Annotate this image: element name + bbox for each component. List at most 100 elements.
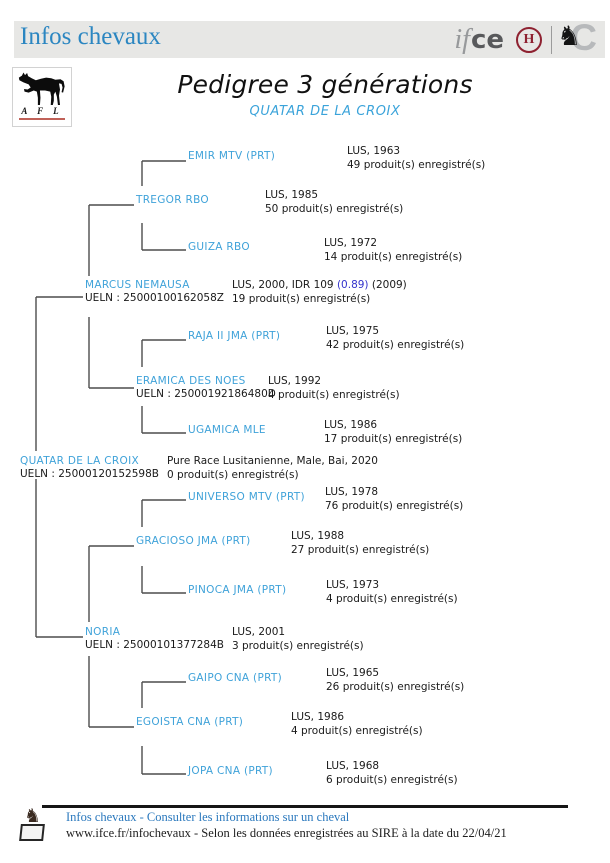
page-title: Pedigree 3 générations: [177, 70, 473, 99]
horse-info-line1: LUS, 1988: [291, 530, 345, 542]
horse-info-line2: 0 produit(s) enregistré(s): [167, 468, 299, 481]
page-subtitle: QUATAR DE LA CROIX: [249, 104, 401, 119]
horse-info-line1: LUS, 1978: [325, 486, 379, 498]
rearing-horse-icon: ♞: [557, 20, 582, 52]
horse-info-line2: 4 produit(s) enregistré(s): [326, 592, 458, 605]
horse-name-link[interactable]: UNIVERSO MTV (PRT): [188, 491, 305, 503]
horse-name-link[interactable]: EMIR MTV (PRT): [188, 150, 276, 162]
horse-name-link[interactable]: GUIZA RBO: [188, 241, 250, 253]
horse-info-raja: LUS, 1975 42 produit(s) enregistré(s): [326, 325, 464, 352]
horse-name-link[interactable]: TREGOR RBO: [136, 194, 209, 206]
horse-info-line1: LUS, 1986: [324, 419, 378, 431]
horse-info-line2: 4 produit(s) enregistré(s): [268, 388, 400, 401]
horse-info-pinoca: LUS, 1973 4 produit(s) enregistré(s): [326, 579, 458, 606]
infos-chevaux-horse-icon: ♞: [17, 807, 49, 845]
horse-info-jopa: LUS, 1968 6 produit(s) enregistré(s): [326, 760, 458, 787]
afl-logo: A F L: [12, 67, 72, 127]
horse-name-link[interactable]: GRACIOSO JMA (PRT): [136, 535, 251, 547]
pedigree-node-eramica: ERAMICA DES NOES UELN : 25000192186480D: [136, 375, 276, 401]
horse-info-noria: LUS, 2001 3 produit(s) enregistré(s): [232, 626, 364, 653]
pedigree-node-jopa: JOPA CNA (PRT): [188, 765, 273, 778]
horse-info-line2: 50 produit(s) enregistré(s): [265, 202, 404, 215]
horse-ueln: UELN : 25000101377284B: [85, 639, 224, 651]
horse-info-emir: LUS, 1963 49 produit(s) enregistré(s): [347, 145, 485, 172]
pedigree-node-tregor: TREGOR RBO: [136, 194, 209, 207]
horse-name-link[interactable]: RAJA II JMA (PRT): [188, 330, 281, 342]
horse-info-line2: 4 produit(s) enregistré(s): [291, 724, 423, 737]
horse-name-link[interactable]: ERAMICA DES NOES: [136, 375, 246, 387]
ifce-logo-if: if: [454, 23, 470, 55]
horse-info-line1: LUS, 2000, IDR 109 (0.89) (2009): [232, 279, 407, 291]
horse-info-line1: LUS, 1975: [326, 325, 380, 337]
horse-info-line2: 6 produit(s) enregistré(s): [326, 773, 458, 786]
horse-name-link[interactable]: QUATAR DE LA CROIX: [20, 455, 139, 467]
horse-info-marcus: LUS, 2000, IDR 109 (0.89) (2009) 19 prod…: [232, 279, 407, 306]
horse-ueln: UELN : 25000192186480D: [136, 388, 276, 400]
cadre-noir-c: C: [570, 16, 597, 58]
horse-ueln: UELN : 25000120152598B: [20, 468, 159, 480]
horse-info-line2: 3 produit(s) enregistré(s): [232, 639, 364, 652]
horse-info-line2: 42 produit(s) enregistré(s): [326, 338, 465, 351]
horse-name-link[interactable]: GAIPO CNA (PRT): [188, 672, 283, 684]
idr-value: (0.89): [336, 279, 369, 291]
horse-info-gracioso: LUS, 1988 27 produit(s) enregistré(s): [291, 530, 429, 557]
title-block: Pedigree 3 générations QUATAR DE LA CROI…: [115, 70, 535, 119]
horse-info-line1: LUS, 1985: [265, 189, 319, 201]
horse-info-line2: 27 produit(s) enregistré(s): [291, 543, 430, 556]
pedigree-node-gaipo: GAIPO CNA (PRT): [188, 672, 282, 685]
horse-info-line2: 17 produit(s) enregistré(s): [324, 432, 463, 445]
cadre-noir-logo-icon: C ♞: [557, 17, 597, 58]
horse-name-link[interactable]: JOPA CNA (PRT): [188, 765, 273, 777]
horse-head-icon: ♞: [24, 805, 42, 827]
footer-link[interactable]: Infos chevaux - Consulter les informatio…: [66, 810, 350, 824]
horse-name-link[interactable]: PINOCA JMA (PRT): [188, 584, 287, 596]
horse-info-line1: LUS, 1992: [268, 375, 322, 387]
horse-info-egoista: LUS, 1986 4 produit(s) enregistré(s): [291, 711, 423, 738]
header-bar: Infos chevaux if ce H C ♞: [14, 17, 605, 58]
horse-name-link[interactable]: EGOISTA CNA (PRT): [136, 716, 244, 728]
footer-note: www.ifce.fr/infochevaux - Selon les donn…: [66, 826, 507, 840]
horse-info-line1: LUS, 2001: [232, 626, 286, 638]
horse-info-line2: 26 produit(s) enregistré(s): [326, 680, 465, 693]
horse-info-line2: 49 produit(s) enregistré(s): [347, 158, 486, 171]
pedigree-node-pinoca: PINOCA JMA (PRT): [188, 584, 286, 597]
horse-info-line1: LUS, 1965: [326, 667, 380, 679]
horse-info-line1: LUS, 1972: [324, 237, 378, 249]
horse-info-line1: LUS, 1973: [326, 579, 380, 591]
horse-info-quatar: Pure Race Lusitanienne, Male, Bai, 2020 …: [167, 455, 378, 482]
app-title: Infos chevaux: [20, 23, 161, 50]
horse-info-line1: LUS, 1968: [326, 760, 380, 772]
pedigree-node-gracioso: GRACIOSO JMA (PRT): [136, 535, 251, 548]
afl-horse-icon: [18, 72, 65, 105]
horse-info-line2: 76 produit(s) enregistré(s): [325, 499, 464, 512]
pedigree-node-egoista: EGOISTA CNA (PRT): [136, 716, 243, 729]
horse-info-eramica: LUS, 1992 4 produit(s) enregistré(s): [268, 375, 400, 402]
ifce-logo: if ce H C ♞: [454, 17, 597, 58]
horse-info-line1: LUS, 1963: [347, 145, 401, 157]
horse-info-line2: 19 produit(s) enregistré(s): [232, 292, 371, 305]
pedigree-node-ugamica: UGAMICA MLE: [188, 424, 266, 437]
pedigree-node-marcus: MARCUS NEMAUSA UELN : 25000100162058Z: [85, 279, 224, 305]
ifce-logo-ce: ce: [470, 24, 504, 55]
horse-info-tregor: LUS, 1985 50 produit(s) enregistré(s): [265, 189, 403, 216]
horse-info-ugamica: LUS, 1986 17 produit(s) enregistré(s): [324, 419, 462, 446]
horse-info-line1: LUS, 1986: [291, 711, 345, 723]
pedigree-node-emir: EMIR MTV (PRT): [188, 150, 275, 163]
pedigree-node-quatar: QUATAR DE LA CROIX UELN : 25000120152598…: [20, 455, 159, 481]
haras-nationaux-badge-icon: H: [516, 26, 542, 53]
screen-icon: [19, 824, 45, 841]
pedigree-node-universo: UNIVERSO MTV (PRT): [188, 491, 305, 504]
horse-info-gaipo: LUS, 1965 26 produit(s) enregistré(s): [326, 667, 464, 694]
afl-logo-smalltext: [19, 118, 65, 120]
pedigree-node-raja: RAJA II JMA (PRT): [188, 330, 280, 343]
pedigree-node-noria: NORIA UELN : 25000101377284B: [85, 626, 224, 652]
footer-rule: [42, 805, 568, 808]
logo-separator: [551, 25, 552, 54]
horse-name-link[interactable]: MARCUS NEMAUSA: [85, 279, 190, 291]
afl-logo-text: A F L: [21, 106, 63, 116]
horse-info-line1: Pure Race Lusitanienne, Male, Bai, 2020: [167, 455, 378, 467]
horse-name-link[interactable]: NORIA: [85, 626, 121, 638]
horse-name-link[interactable]: UGAMICA MLE: [188, 424, 266, 436]
